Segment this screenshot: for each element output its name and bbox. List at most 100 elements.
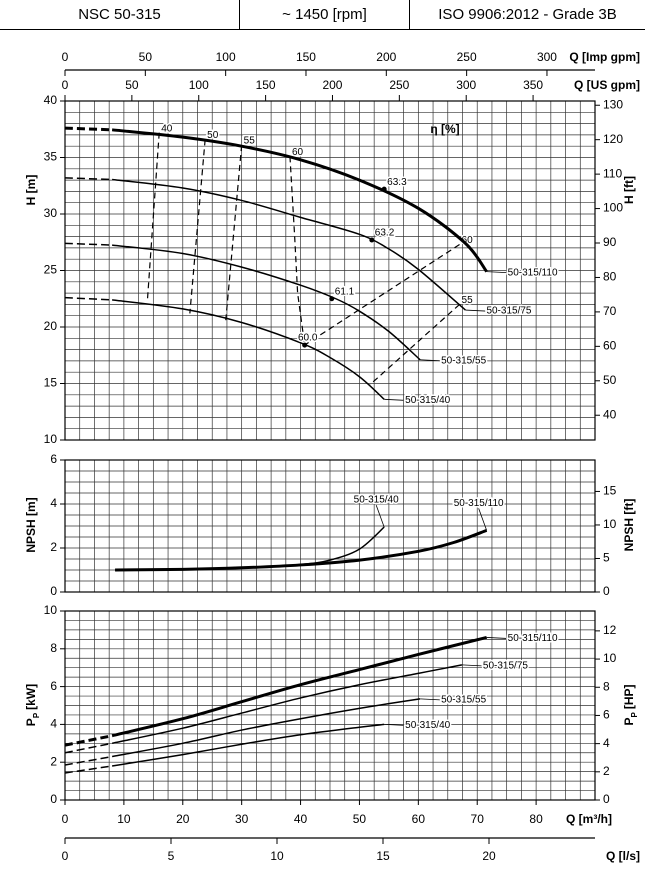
- series-label: 50-315/110: [508, 633, 558, 644]
- x-tick-label: 0: [62, 812, 69, 826]
- x-tick-label: 80: [529, 812, 543, 826]
- x-tick-label: 300: [537, 50, 557, 64]
- eta-label: η [%]: [430, 122, 459, 136]
- curve-dashed: [64, 734, 113, 747]
- speed: ~ 1450 [rpm]: [240, 0, 410, 29]
- axis-label: NPSH [ft]: [622, 499, 636, 552]
- y-tick-label: 0: [50, 584, 57, 598]
- y-tick-label: 10: [44, 603, 58, 617]
- y2-tick-label: 80: [603, 270, 617, 284]
- y2-tick-label: 0: [603, 584, 610, 598]
- bep-point: [302, 342, 308, 348]
- efficiency-line: [225, 145, 243, 321]
- y-tick-label: 25: [44, 263, 58, 277]
- series-label: 50-315/40: [405, 720, 450, 731]
- y2-tick-label: 5: [603, 551, 610, 565]
- curve-dashed: [64, 126, 113, 132]
- series-label: 50-315/110: [508, 267, 558, 278]
- curve-dashed: [64, 242, 113, 246]
- y-tick-label: 40: [44, 93, 58, 107]
- axis-label-part: [HP]: [622, 684, 636, 709]
- bep-label: 60.0: [298, 333, 318, 344]
- y-tick-label: 35: [44, 150, 58, 164]
- y-tick-label: 4: [50, 717, 57, 731]
- curve-dashed: [64, 296, 113, 301]
- y2-tick-label: 130: [603, 97, 623, 111]
- x-axis-label: Q [l/s]: [606, 849, 640, 863]
- x-tick-label: 300: [456, 78, 476, 92]
- series-label: 50-315/110: [454, 498, 504, 509]
- bep-label: 63.3: [387, 177, 407, 188]
- curve-dashed: [64, 742, 113, 754]
- label-leader: [461, 664, 482, 667]
- x-tick-label: 150: [256, 78, 276, 92]
- x-tick-label: 60: [412, 812, 426, 826]
- efficiency-label: 60: [462, 235, 474, 246]
- x-tick-label: 100: [216, 50, 236, 64]
- y-tick-label: 2: [50, 540, 57, 554]
- axis-label: PP [HP]: [622, 684, 638, 725]
- x-tick-label: 50: [125, 78, 139, 92]
- curve: [115, 528, 488, 572]
- plot-frame: [64, 610, 596, 801]
- y2-tick-label: 90: [603, 235, 617, 249]
- curve: [111, 128, 488, 273]
- x-tick-label: 70: [471, 812, 485, 826]
- label-leader: [420, 359, 441, 362]
- series-label: 50-315/55: [441, 695, 486, 706]
- x-tick-label: 200: [376, 50, 396, 64]
- y-tick-label: 8: [50, 641, 57, 655]
- efficiency-line: [304, 244, 460, 346]
- axis-label: H [ft]: [622, 176, 636, 204]
- curve: [112, 244, 421, 361]
- x-tick-label: 100: [189, 78, 209, 92]
- efficiency-label: 55: [244, 136, 256, 147]
- x-tick-label: 15: [376, 849, 390, 863]
- series-label: 50-315/75: [486, 306, 531, 317]
- x-tick-label: 0: [62, 50, 69, 64]
- y2-tick-label: 2: [603, 764, 610, 778]
- y2-tick-label: 0: [603, 792, 610, 806]
- efficiency-label: 40: [161, 123, 173, 134]
- series-label: 50-315/40: [354, 495, 399, 506]
- series-label: 50-315/75: [483, 661, 528, 672]
- plot-frame: [64, 459, 596, 593]
- label-leader: [384, 724, 405, 726]
- axis-label: PP [kW]: [24, 684, 40, 726]
- standard: ISO 9906:2012 - Grade 3B: [438, 6, 617, 23]
- y2-tick-label: 10: [603, 517, 617, 531]
- efficiency-line: [146, 132, 160, 300]
- y-tick-label: 30: [44, 206, 58, 220]
- label-leader: [375, 504, 385, 528]
- x-tick-label: 40: [294, 812, 308, 826]
- x-tick-label: 200: [322, 78, 342, 92]
- y-tick-label: 6: [50, 679, 57, 693]
- x-tick-label: 10: [117, 812, 131, 826]
- x-tick-label: 250: [457, 50, 477, 64]
- label-leader: [486, 271, 507, 274]
- x-tick-label: 10: [270, 849, 284, 863]
- x-tick-label: 5: [168, 849, 175, 863]
- efficiency-line: [369, 303, 460, 386]
- y-tick-label: 2: [50, 754, 57, 768]
- x-tick-label: 50: [139, 50, 153, 64]
- curve: [111, 636, 488, 738]
- bep-label: 63.2: [375, 228, 395, 239]
- y2-tick-label: 50: [603, 373, 617, 387]
- y2-tick-label: 70: [603, 304, 617, 318]
- y2-tick-label: 8: [603, 679, 610, 693]
- y-tick-label: 10: [44, 432, 58, 446]
- curve: [112, 178, 466, 311]
- efficiency-line: [189, 139, 206, 314]
- bep-point: [369, 237, 375, 243]
- y2-tick-label: 60: [603, 339, 617, 353]
- efficiency-label: 50: [207, 130, 219, 141]
- y2-tick-label: 100: [603, 201, 623, 215]
- x-tick-label: 350: [523, 78, 543, 92]
- y2-tick-label: 120: [603, 132, 623, 146]
- axis-label-part: [kW]: [24, 684, 38, 710]
- axis-label: H [m]: [24, 175, 38, 206]
- header: NSC 50-315 ~ 1450 [rpm] ISO 9906:2012 - …: [0, 0, 645, 30]
- efficiency-line: [289, 156, 306, 346]
